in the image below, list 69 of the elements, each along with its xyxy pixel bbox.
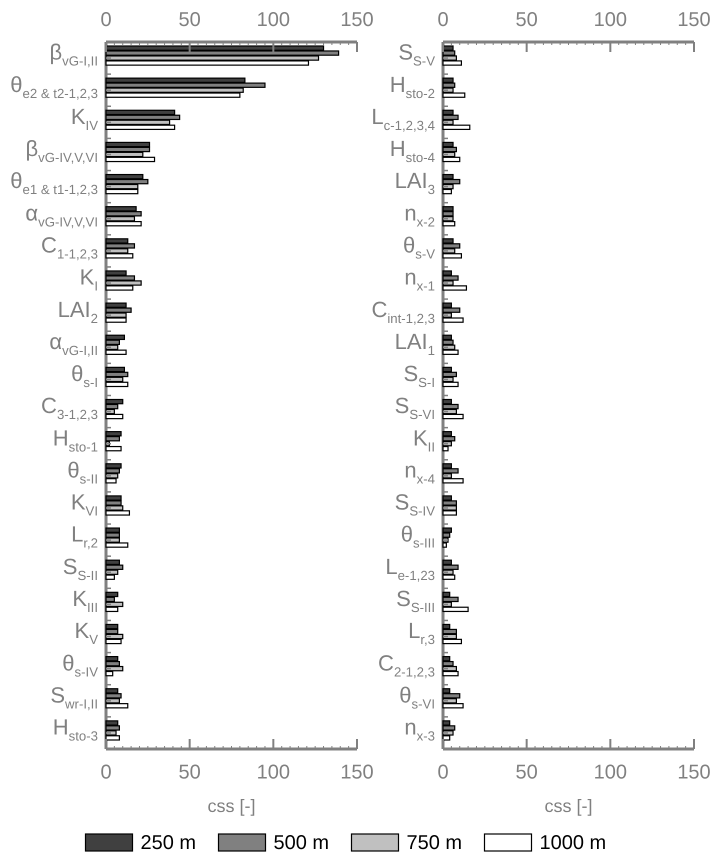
y-tick-label: K$_{II}$	[412, 425, 435, 454]
y-tick-label: C$_{int-1,2,3}$	[371, 296, 435, 326]
x-tick-label: 100	[594, 9, 628, 31]
legend-label: 250 m	[140, 832, 196, 854]
x-tick-label: 50	[178, 9, 201, 31]
y-tick-label: S$_{S-I}$	[403, 361, 435, 390]
x-tick-label: 0	[100, 9, 112, 31]
y-tick-label: S$_{S-IV}$	[394, 490, 436, 518]
y-tick-label: θ$_{s-V}$	[402, 232, 436, 262]
x2-tick-label: 0	[100, 762, 112, 784]
x2-tick-label: 50	[178, 762, 201, 784]
y-tick-label: β$_{vG-IV,V,VI}$	[25, 136, 98, 165]
x2-tick-label: 100	[256, 762, 290, 784]
x2-tick-label: 50	[516, 762, 538, 784]
x2-tick-label: 100	[594, 762, 628, 784]
y-tick-label: H$_{sto-4}$	[390, 136, 435, 165]
y-tick-label: n$_{x-4}$	[404, 457, 435, 486]
x-tick-label: 100	[256, 9, 290, 31]
x-tick-label: 50	[516, 9, 538, 31]
x2-tick-label: 0	[437, 762, 449, 784]
y-tick-label: L$_{c-1,2,3,4}$	[371, 104, 435, 133]
y-tick-label: α$_{vG-I,II}$	[49, 328, 98, 358]
x-axis-title: css [-]	[544, 796, 592, 816]
y-tick-label: LAI$_{3}$	[394, 168, 435, 198]
y-tick-label: C$_{3-1,2,3}$	[41, 393, 98, 422]
y-tick-label: θ$_{s-I}$	[71, 361, 98, 390]
y-tick-label: n$_{x-2}$	[404, 200, 435, 230]
y-tick-label: θ$_{s-VI}$	[399, 682, 435, 712]
y-tick-label: K$_{VI}$	[70, 490, 98, 518]
y-tick-label: K$_{V}$	[74, 618, 98, 647]
y-tick-label: θ$_{e2 & t2-1,2,3}$	[10, 72, 98, 101]
y-tick-label: C$_{2-1,2,3}$	[378, 650, 435, 680]
y-tick-label: K$_{I}$	[80, 264, 98, 294]
x-tick-label: 150	[340, 9, 374, 31]
y-tick-label: n$_{x-3}$	[404, 714, 435, 744]
y-tick-label: S$_{S-III}$	[396, 586, 435, 615]
y-tick-label: K$_{III}$	[72, 586, 98, 615]
y-tick-label: S$_{S-II}$	[62, 554, 98, 583]
y-tick-label: L$_{r,3}$	[408, 618, 435, 647]
y-tick-label: θ$_{e1 & t1-1,2,3}$	[10, 168, 98, 198]
x-tick-label: 0	[437, 9, 449, 31]
y-tick-label: H$_{sto-1}$	[52, 425, 98, 454]
y-tick-label: θ$_{s-IV}$	[62, 650, 98, 680]
x2-tick-label: 150	[340, 762, 374, 784]
legend-label: 750 m	[406, 832, 462, 854]
y-tick-label: β$_{vG-I,II}$	[49, 40, 98, 69]
bar	[105, 592, 118, 598]
y-tick-label: L$_{e-1,23}$	[385, 554, 435, 583]
y-tick-label: LAI$_{2}$	[58, 296, 98, 326]
y-tick-label: θ$_{s-III}$	[400, 522, 435, 551]
y-tick-label: K$_{IV}$	[70, 104, 98, 133]
legend-label: 500 m	[274, 832, 330, 854]
y-tick-label: H$_{sto-2}$	[390, 72, 435, 101]
bar	[442, 334, 452, 340]
y-tick-label: S$_{S-V}$	[398, 40, 436, 69]
bar	[442, 206, 454, 212]
y-tick-label: θ$_{s-II}$	[67, 457, 98, 486]
x2-tick-label: 150	[677, 762, 711, 784]
y-tick-label: LAI$_{1}$	[394, 328, 435, 358]
y-tick-label: n$_{x-1}$	[404, 264, 435, 294]
y-tick-label: S$_{S-VI}$	[394, 393, 435, 422]
x-tick-label: 150	[677, 9, 711, 31]
y-tick-label: S$_{wr-I,II}$	[50, 682, 98, 712]
legend-label: 1000 m	[540, 832, 606, 854]
y-tick-label: α$_{vG-IV,V,VI}$	[25, 200, 98, 230]
x-axis-title: css [-]	[208, 796, 256, 816]
y-tick-label: L$_{r,2}$	[71, 522, 98, 551]
y-tick-label: H$_{sto-3}$	[52, 714, 98, 744]
y-tick-label: C$_{1-1,2,3}$	[41, 232, 98, 262]
